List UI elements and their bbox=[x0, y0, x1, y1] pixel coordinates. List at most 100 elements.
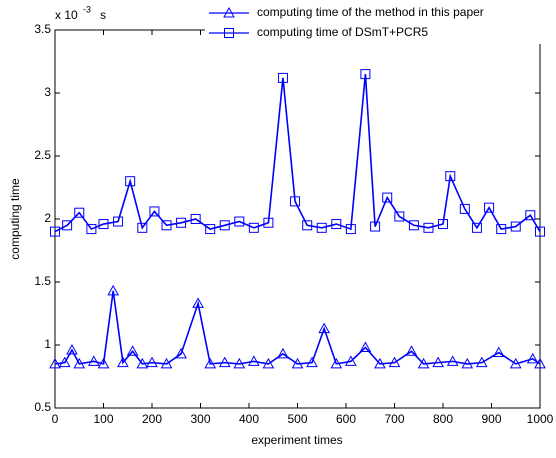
data-point bbox=[432, 356, 444, 368]
data-point bbox=[175, 347, 187, 359]
x-tick-label: 1000 bbox=[527, 412, 554, 426]
x-tick-label: 700 bbox=[384, 412, 404, 426]
y-multiplier: x 10 bbox=[55, 8, 78, 22]
data-point bbox=[58, 356, 71, 368]
y-unit: s bbox=[100, 8, 106, 22]
data-point bbox=[330, 357, 343, 369]
data-point bbox=[417, 357, 430, 369]
x-tick-label: 200 bbox=[142, 412, 162, 426]
x-tick-label: 500 bbox=[287, 412, 307, 426]
legend-label: computing time of DSmT+PCR5 bbox=[257, 25, 428, 39]
data-point bbox=[306, 356, 318, 368]
data-point bbox=[316, 222, 327, 233]
data-point bbox=[248, 355, 260, 366]
data-point bbox=[248, 222, 259, 233]
data-point bbox=[49, 357, 61, 369]
data-point bbox=[176, 217, 187, 228]
y-tick-label: 3 bbox=[44, 85, 51, 99]
data-point bbox=[534, 357, 546, 369]
data-point bbox=[73, 357, 86, 369]
x-tick-label: 100 bbox=[93, 412, 113, 426]
data-point bbox=[408, 220, 419, 231]
x-tick-label: 600 bbox=[336, 412, 356, 426]
data-point bbox=[107, 284, 120, 296]
data-point bbox=[525, 210, 536, 221]
data-point bbox=[331, 219, 342, 230]
x-tick-label: 400 bbox=[239, 412, 259, 426]
x-tick-label: 0 bbox=[52, 412, 59, 426]
data-point bbox=[219, 220, 230, 231]
data-point bbox=[359, 341, 372, 353]
data-point bbox=[137, 222, 148, 233]
data-point bbox=[117, 356, 129, 368]
data-point bbox=[277, 347, 289, 359]
data-point bbox=[125, 176, 136, 187]
data-point bbox=[86, 224, 97, 235]
data-point bbox=[277, 72, 288, 83]
data-point bbox=[370, 221, 381, 232]
data-point bbox=[234, 216, 245, 227]
y-tick-label: 2.5 bbox=[34, 148, 51, 162]
y-tick-label: 3.5 bbox=[34, 22, 51, 36]
y-tick-label: 0.5 bbox=[34, 400, 51, 414]
data-point bbox=[262, 357, 275, 369]
data-point bbox=[438, 219, 448, 230]
legend-marker bbox=[224, 28, 234, 38]
data-point bbox=[98, 219, 109, 230]
data-point bbox=[459, 203, 470, 214]
data-point bbox=[445, 171, 456, 182]
x-tick-label: 900 bbox=[481, 412, 501, 426]
data-point bbox=[136, 357, 149, 369]
data-point bbox=[192, 297, 204, 308]
data-point bbox=[484, 202, 495, 213]
data-point bbox=[290, 196, 301, 207]
x-tick-label: 300 bbox=[190, 412, 210, 426]
data-point bbox=[345, 224, 356, 235]
data-point bbox=[496, 224, 507, 235]
legend-label: computing time of the method in this pap… bbox=[257, 5, 484, 19]
data-point bbox=[97, 357, 110, 369]
data-point bbox=[394, 211, 405, 222]
data-point bbox=[113, 216, 124, 227]
data-point bbox=[190, 214, 201, 224]
data-point bbox=[160, 357, 173, 369]
data-point bbox=[205, 224, 216, 235]
data-point bbox=[74, 207, 85, 218]
data-point bbox=[405, 345, 418, 356]
data-point bbox=[509, 357, 522, 369]
series-line bbox=[54, 74, 541, 233]
y-exponent: -3 bbox=[83, 4, 91, 14]
y-tick-label: 2 bbox=[44, 211, 51, 225]
data-point bbox=[535, 226, 545, 237]
data-point bbox=[388, 356, 401, 368]
x-tick-label: 800 bbox=[433, 412, 453, 426]
data-point bbox=[126, 345, 139, 356]
data-point bbox=[233, 357, 246, 369]
data-point bbox=[161, 220, 172, 231]
data-point bbox=[62, 220, 73, 231]
data-point bbox=[510, 221, 521, 232]
data-point bbox=[475, 356, 488, 368]
data-point bbox=[146, 356, 158, 368]
data-point bbox=[87, 355, 100, 366]
data-point bbox=[345, 355, 357, 366]
data-point bbox=[318, 322, 331, 334]
data-point bbox=[50, 226, 60, 237]
data-point bbox=[291, 357, 304, 369]
data-point bbox=[66, 344, 78, 355]
data-point bbox=[526, 352, 539, 364]
data-point bbox=[446, 355, 459, 366]
data-point bbox=[302, 220, 313, 231]
data-point bbox=[204, 357, 217, 369]
legend-marker bbox=[223, 6, 235, 18]
data-point bbox=[461, 357, 474, 369]
data-point bbox=[218, 356, 231, 368]
data-point bbox=[263, 217, 274, 228]
data-point bbox=[374, 357, 386, 369]
y-axis-label: computing time bbox=[8, 178, 22, 260]
y-tick-label: 1.5 bbox=[34, 274, 51, 288]
data-point bbox=[471, 222, 482, 233]
data-point bbox=[382, 192, 393, 203]
data-point bbox=[492, 346, 505, 358]
